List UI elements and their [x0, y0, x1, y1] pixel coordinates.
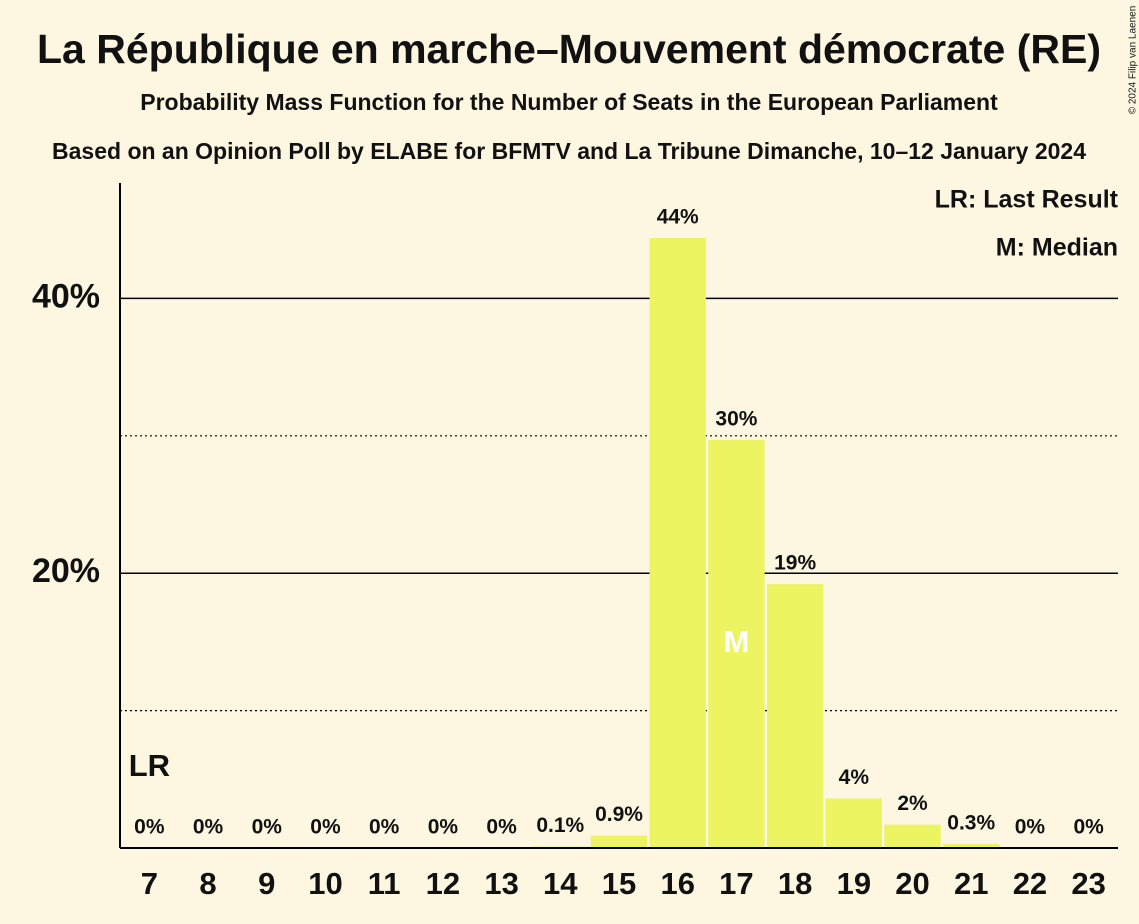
chart-subtitle: Based on an Opinion Poll by ELABE for BF… [52, 138, 1086, 164]
x-tick-label: 10 [308, 866, 342, 901]
x-tick-label: 21 [954, 866, 988, 901]
value-label: 0.1% [536, 814, 584, 837]
bar [708, 439, 765, 848]
value-label: 0% [252, 816, 283, 839]
x-tick-label: 13 [484, 866, 518, 901]
value-label: 0.3% [947, 811, 995, 834]
x-tick-label: 9 [258, 866, 275, 901]
bar [943, 843, 1000, 848]
x-tick-label: 14 [543, 866, 578, 901]
x-tick-label: 20 [895, 866, 929, 901]
y-tick-label: 40% [32, 277, 100, 315]
value-label: 44% [657, 206, 699, 229]
value-label: 4% [839, 766, 870, 789]
value-label: 30% [715, 407, 757, 430]
bar [590, 835, 648, 848]
value-label: 0% [369, 816, 400, 839]
bar [649, 237, 706, 848]
value-label: 0% [428, 816, 459, 839]
value-label: 0% [486, 816, 517, 839]
x-tick-label: 18 [778, 866, 812, 901]
legend-entry: LR: Last Result [935, 186, 1119, 214]
x-tick-label: 15 [602, 866, 636, 901]
x-tick-label: 22 [1013, 866, 1047, 901]
value-label: 0% [1015, 816, 1046, 839]
bar [825, 798, 883, 848]
value-label: 0% [310, 816, 341, 839]
median-marker: M [723, 624, 749, 659]
x-tick-label: 12 [426, 866, 460, 901]
x-tick-label: 7 [141, 866, 158, 901]
value-label: 0% [193, 816, 224, 839]
x-tick-label: 23 [1071, 866, 1105, 901]
x-tick-label: 19 [837, 866, 871, 901]
x-tick-label: 8 [199, 866, 216, 901]
bar [766, 584, 824, 848]
value-label: 19% [774, 552, 816, 575]
last-result-marker: LR [129, 748, 170, 783]
y-tick-label: 20% [32, 552, 100, 590]
copyright: © 2024 Filip van Laenen [1128, 6, 1139, 115]
value-label: 0.9% [595, 803, 643, 826]
chart-title: La République en marche–Mouvement démocr… [37, 26, 1101, 72]
value-label: 2% [897, 792, 928, 815]
x-tick-label: 16 [660, 866, 694, 901]
bar [884, 824, 941, 848]
value-label: 0% [134, 816, 165, 839]
value-label: 0% [1073, 816, 1104, 839]
chart-subtitle: Probability Mass Function for the Number… [140, 89, 998, 115]
x-tick-label: 17 [719, 866, 753, 901]
x-tick-label: 11 [368, 866, 401, 901]
legend-entry: M: Median [996, 234, 1118, 262]
